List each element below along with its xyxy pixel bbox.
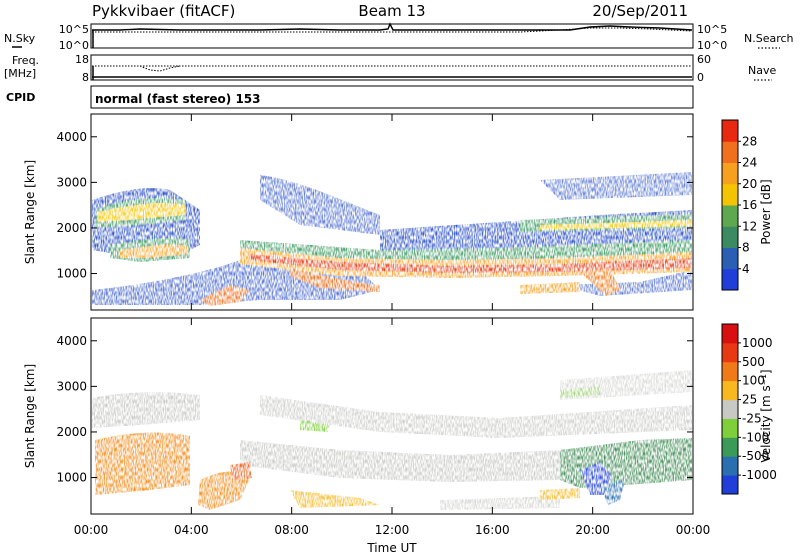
y-tick-label: 1000 — [56, 267, 87, 281]
freq-tick-high: 18 — [75, 53, 89, 66]
colorbar-tick-label: -100 — [742, 430, 769, 444]
power-x-ticks — [90, 114, 694, 310]
nave-tick-low: 0 — [697, 71, 704, 84]
power-scatter — [92, 172, 692, 306]
colorbar-tick-label: -1000 — [742, 468, 777, 482]
nsky-label: N.Sky — [4, 32, 36, 45]
x-tick-label: 00:00 — [74, 523, 109, 537]
velocity-colorbar-label: Velocity [m s⁻¹] — [759, 369, 773, 462]
freq-label: Freq. — [12, 54, 39, 67]
colorbar-segment — [722, 162, 738, 185]
colorbar-tick-label: 25 — [742, 393, 757, 407]
freq-unit-label: [MHz] — [4, 67, 36, 80]
noise-tick-low-left: 10^0 — [59, 39, 89, 52]
power-colorbar: 4 8 12 16 20 24 28 — [721, 119, 757, 291]
power-colorbar-label: Power [dB] — [759, 179, 773, 244]
noise-tick-low-right: 10^0 — [697, 39, 727, 52]
colorbar-segment — [722, 205, 738, 227]
colorbar-tick-label: -25 — [742, 411, 762, 425]
nsky-trace — [92, 22, 693, 31]
x-tick-label: 16:00 — [475, 523, 510, 537]
cpid-label: CPID — [6, 91, 35, 104]
x-tick-label: 20:00 — [575, 523, 610, 537]
colorbar-segment — [722, 475, 738, 495]
power-panel: Slant Range [km] 1000 2000 3000 4000 4 8 12 16… — [23, 113, 773, 311]
freq-panel: Freq. [MHz] 18 8 60 0 Nave — [4, 53, 776, 84]
velocity-colorbar: 1000 500 100 25 -25 -100 -500 -1000 — [721, 323, 777, 495]
colorbar-segment — [722, 418, 738, 438]
date-label: 20/Sep/2011 — [592, 2, 688, 20]
colorbar-segment — [722, 380, 738, 401]
colorbar-segment — [722, 456, 738, 476]
colorbar-tick-label: 28 — [742, 134, 757, 148]
y-tick-label: 4000 — [56, 334, 87, 348]
colorbar-tick-label: 8 — [742, 241, 750, 255]
colorbar-segment — [722, 361, 738, 382]
y-tick-label: 3000 — [56, 175, 87, 189]
colorbar-segment — [722, 437, 738, 457]
nave-trace-dip — [139, 65, 181, 72]
y-tick-label: 4000 — [56, 130, 87, 144]
colorbar-segment — [722, 141, 738, 163]
colorbar-tick-label: 4 — [742, 262, 750, 276]
x-axis-label: Time UT — [366, 541, 417, 554]
colorbar-segment — [722, 399, 738, 419]
radar-title: Pykkvibaer (fitACF) — [92, 2, 235, 20]
colorbar-tick-label: 500 — [742, 355, 765, 369]
nsearch-trace — [92, 27, 693, 33]
velocity-x-ticks: 00:00 04:00 08:00 12:00 16:00 20:00 00:00 — [74, 318, 711, 537]
colorbar-segment — [722, 268, 738, 291]
y-tick-label: 3000 — [56, 379, 87, 393]
power-y-ticks: 1000 2000 3000 4000 — [56, 130, 693, 281]
colorbar-tick-label: 20 — [742, 177, 757, 191]
y-tick-label: 1000 — [56, 471, 87, 485]
cpid-text: normal (fast stereo) 153 — [95, 92, 261, 106]
colorbar-segment — [722, 183, 738, 206]
nsearch-label: N.Search — [744, 32, 794, 45]
colorbar-tick-label: 12 — [742, 219, 757, 233]
colorbar-tick-label: 100 — [742, 374, 765, 388]
colorbar-segment — [722, 342, 738, 363]
y-tick-label: 2000 — [56, 425, 87, 439]
x-tick-label: 04:00 — [174, 523, 209, 537]
colorbar-tick-label: 1000 — [742, 336, 773, 350]
power-ylabel: Slant Range [km] — [23, 160, 37, 264]
colorbar-segment — [722, 324, 738, 344]
colorbar-tick-label: 16 — [742, 198, 757, 212]
noise-panel: N.Sky 10^5 10^0 10^5 10^0 N.Search — [4, 22, 794, 52]
x-tick-label: 08:00 — [274, 523, 309, 537]
velocity-y-ticks: 1000 2000 3000 4000 — [56, 334, 693, 485]
velocity-ylabel: Slant Range [km] — [23, 364, 37, 468]
colorbar-tick-label: 24 — [742, 156, 757, 170]
colorbar-segment — [722, 226, 738, 248]
colorbar-segment — [722, 120, 738, 142]
freq-tick-low: 8 — [82, 71, 89, 84]
colorbar-tick-label: -500 — [742, 449, 769, 463]
x-tick-label: 12:00 — [375, 523, 410, 537]
cpid-panel: normal (fast stereo) 153 — [90, 85, 694, 109]
nave-label: Nave — [748, 64, 776, 77]
y-tick-label: 2000 — [56, 221, 87, 235]
nave-tick-high: 60 — [697, 53, 711, 66]
colorbar-segment — [722, 247, 738, 270]
x-tick-label: 00:00 — [676, 523, 711, 537]
noise-tick-high-left: 10^5 — [59, 23, 89, 36]
noise-tick-high-right: 10^5 — [697, 23, 727, 36]
beam-label: Beam 13 — [358, 2, 425, 20]
velocity-scatter — [92, 370, 692, 510]
